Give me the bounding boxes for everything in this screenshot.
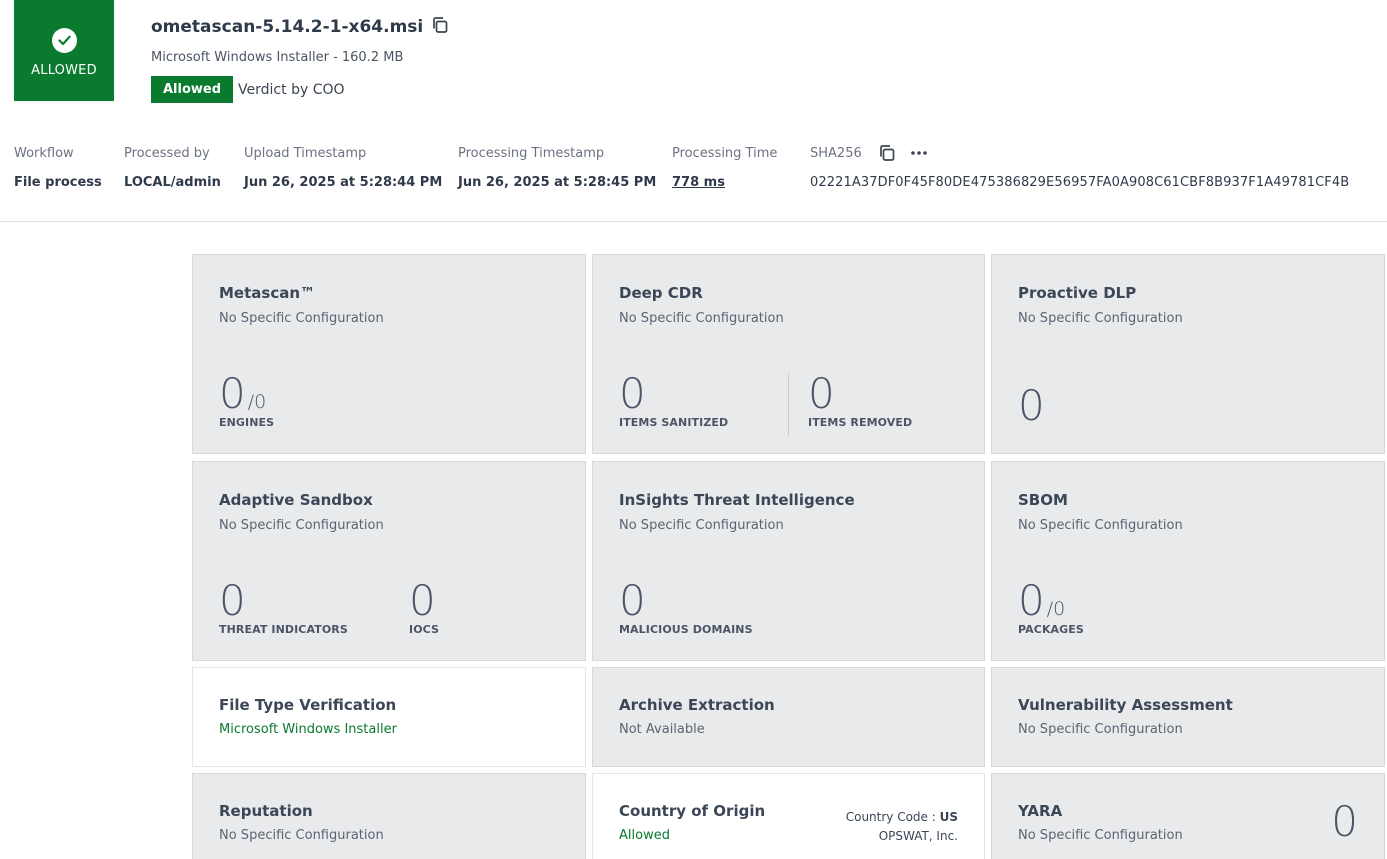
processed-by-value: LOCAL/admin	[124, 175, 221, 190]
card-yara[interactable]: YARA No Specific Configuration 0	[991, 773, 1385, 859]
items-removed-count: 0	[808, 369, 835, 418]
card-subtitle: No Specific Configuration	[219, 518, 384, 533]
file-name-row: ometascan-5.14.2-1-x64.msi	[151, 16, 449, 38]
packages-total: /0	[1046, 598, 1066, 620]
card-adaptive-sandbox[interactable]: Adaptive Sandbox No Specific Configurati…	[192, 461, 586, 661]
meta-processing-time: Processing Time 778 ms	[672, 144, 778, 191]
card-title: InSights Threat Intelligence	[619, 491, 855, 509]
card-deep-cdr[interactable]: Deep CDR No Specific Configuration 0 ITE…	[592, 254, 985, 454]
card-title: YARA	[1018, 802, 1063, 820]
iocs-count: 0	[409, 576, 436, 625]
card-title: Metascan™	[219, 284, 316, 302]
iocs-label: IOCS	[409, 623, 440, 636]
file-name: ometascan-5.14.2-1-x64.msi	[151, 17, 424, 37]
card-subtitle: No Specific Configuration	[219, 311, 384, 326]
more-options-icon[interactable]	[910, 150, 928, 156]
card-subtitle: No Specific Configuration	[1018, 828, 1183, 843]
card-subtitle: No Specific Configuration	[1018, 518, 1183, 533]
card-title: Vulnerability Assessment	[1018, 696, 1233, 714]
card-subtitle: No Specific Configuration	[1018, 722, 1183, 737]
card-proactive-dlp[interactable]: Proactive DLP No Specific Configuration …	[991, 254, 1385, 454]
card-metascan[interactable]: Metascan™ No Specific Configuration 0/0 …	[192, 254, 586, 454]
processing-ts-value: Jun 26, 2025 at 5:28:45 PM	[458, 175, 657, 190]
card-subtitle: No Specific Configuration	[619, 311, 784, 326]
card-subtitle: No Specific Configuration	[1018, 311, 1183, 326]
card-title: Reputation	[219, 802, 313, 820]
upload-label: Upload Timestamp	[244, 145, 367, 161]
card-title: Country of Origin	[619, 802, 766, 820]
processed-by-label: Processed by	[124, 145, 210, 161]
packages-label: PACKAGES	[1018, 623, 1084, 636]
verdict-box: ALLOWED	[14, 0, 114, 101]
meta-upload: Upload Timestamp Jun 26, 2025 at 5:28:44…	[244, 144, 443, 191]
card-sbom[interactable]: SBOM No Specific Configuration 0/0 PACKA…	[991, 461, 1385, 661]
card-title: File Type Verification	[219, 696, 397, 714]
dlp-count: 0	[1018, 381, 1045, 430]
threat-indicators-label: THREAT INDICATORS	[219, 623, 348, 636]
status-badge: Allowed	[151, 76, 234, 103]
meta-processed-by: Processed by LOCAL/admin	[124, 144, 221, 191]
meta-processing-ts: Processing Timestamp Jun 26, 2025 at 5:2…	[458, 144, 657, 191]
card-subtitle: Microsoft Windows Installer	[219, 722, 397, 737]
card-country-of-origin[interactable]: Country of Origin Allowed Country Code :…	[592, 773, 985, 859]
file-type-size: Microsoft Windows Installer - 160.2 MB	[151, 50, 404, 65]
card-subtitle: Allowed	[619, 828, 670, 843]
country-code-value: US	[939, 810, 958, 824]
card-reputation[interactable]: Reputation No Specific Configuration	[192, 773, 586, 859]
upload-value: Jun 26, 2025 at 5:28:44 PM	[244, 175, 443, 190]
sha256-value: 02221A37DF0F45F80DE475386829E56957FA0A90…	[810, 175, 1350, 190]
card-vulnerability-assessment[interactable]: Vulnerability Assessment No Specific Con…	[991, 667, 1385, 767]
card-title: SBOM	[1018, 491, 1068, 509]
verdict-label: ALLOWED	[31, 62, 97, 78]
engines-label: ENGINES	[219, 416, 275, 429]
sha256-label: SHA256	[810, 145, 862, 161]
card-subtitle: No Specific Configuration	[219, 828, 384, 843]
card-insights[interactable]: InSights Threat Intelligence No Specific…	[592, 461, 985, 661]
meta-workflow: Workflow File process	[14, 144, 102, 191]
verdict-by: Verdict by COO	[238, 81, 345, 98]
engines-total: /0	[247, 391, 267, 413]
card-title: Adaptive Sandbox	[219, 491, 373, 509]
yara-count: 0	[1331, 797, 1358, 846]
card-title: Proactive DLP	[1018, 284, 1137, 302]
card-subtitle: Not Available	[619, 722, 705, 737]
card-file-type-verification[interactable]: File Type Verification Microsoft Windows…	[192, 667, 586, 767]
sha256-label-row: SHA256	[810, 144, 1349, 162]
malicious-domains-count: 0	[619, 576, 646, 625]
workflow-value: File process	[14, 175, 102, 190]
vendor-name: OPSWAT, Inc.	[878, 829, 958, 843]
processing-time-link[interactable]: 778 ms	[672, 175, 725, 190]
items-sanitized-count: 0	[619, 369, 646, 418]
country-code: Country Code : US	[845, 810, 958, 824]
workflow-label: Workflow	[14, 145, 74, 161]
card-title: Deep CDR	[619, 284, 703, 302]
divider	[788, 373, 789, 436]
card-archive-extraction[interactable]: Archive Extraction Not Available	[592, 667, 985, 767]
malicious-domains-label: MALICIOUS DOMAINS	[619, 623, 753, 636]
packages-count: 0/0	[1018, 576, 1066, 625]
copy-icon[interactable]	[878, 144, 896, 162]
card-subtitle: No Specific Configuration	[619, 518, 784, 533]
threat-indicators-count: 0	[219, 576, 246, 625]
card-title: Archive Extraction	[619, 696, 775, 714]
processing-time-label: Processing Time	[672, 145, 778, 161]
check-circle-icon	[51, 27, 77, 53]
items-removed-label: ITEMS REMOVED	[808, 416, 913, 429]
divider	[0, 221, 1387, 222]
meta-sha256: SHA256 02221A37DF0F45F80DE475386829E5695…	[810, 144, 1349, 190]
verdict-row: Allowed Verdict by COO	[151, 76, 345, 103]
copy-icon[interactable]	[431, 16, 449, 38]
items-sanitized-label: ITEMS SANITIZED	[619, 416, 729, 429]
engines-count: 0/0	[219, 369, 267, 418]
processing-ts-label: Processing Timestamp	[458, 145, 605, 161]
